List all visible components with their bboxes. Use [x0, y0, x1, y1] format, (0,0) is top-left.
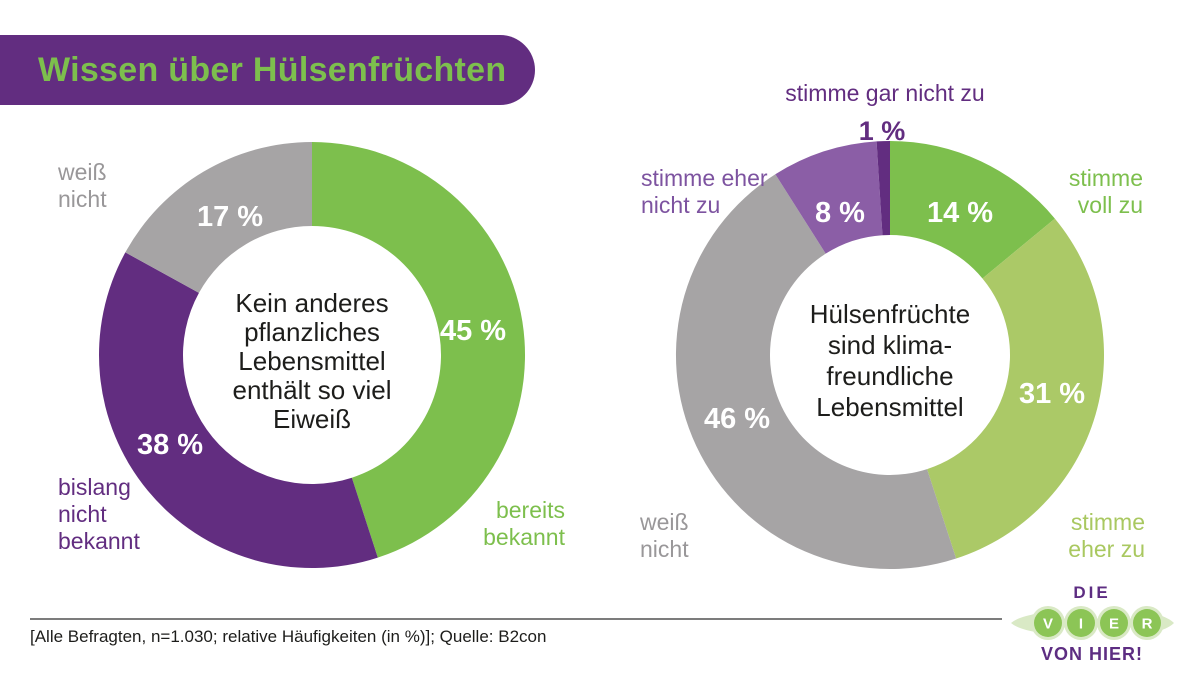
donut-center-statement: Kein anderes pflanzliches Lebensmittel e… — [232, 288, 392, 434]
logo-letter: I — [1079, 616, 1083, 633]
footer-divider — [30, 618, 1002, 620]
segment-value-bislang-nicht-bekannt: 38 % — [136, 429, 204, 461]
donut-segment-wei-nicht — [125, 142, 312, 293]
segment-value-stimme-gar-nicht-zu: 1 % — [858, 116, 906, 146]
donut-segment-bereits-bekannt — [312, 142, 526, 558]
segment-value-stimme-eher-zu: 31 % — [1018, 378, 1086, 410]
donut-svg-climate — [675, 141, 1105, 570]
pea-pod-icon: V I E R — [1011, 606, 1174, 640]
title-banner: Wissen über Hülsenfrüchten — [0, 35, 535, 105]
logo-letter: E — [1109, 616, 1119, 633]
donut-segment-stimme-eher-zu — [927, 218, 1105, 559]
segment-label-stimme-eher-nicht-zu: stimme eher nicht zu — [641, 165, 768, 218]
segment-label-stimme-eher-zu: stimme eher zu — [1068, 509, 1145, 562]
segment-label-stimme-voll-zu: stimme voll zu — [1068, 165, 1143, 218]
segment-label-bereits-bekannt: bereits bekannt — [483, 497, 565, 550]
donut-segment-stimme-voll-zu — [890, 141, 1055, 279]
donut-center-statement: Hülsenfrüchte sind klima- freundliche Le… — [809, 299, 971, 422]
donut-segment-stimme-eher-nicht-zu — [775, 141, 883, 254]
segment-label-bislang-nicht-bekannt: bislang nicht bekannt — [58, 474, 140, 554]
logo-bottom-text: VON HIER! — [1040, 644, 1143, 664]
segment-value-weiss-nicht: 46 % — [703, 403, 771, 435]
segment-label-weiss-nicht: weiß nicht — [640, 509, 689, 562]
brand-logo: DIE V I E R VON HIER! — [1008, 583, 1176, 665]
page-title: Wissen über Hülsenfrüchten — [38, 50, 507, 89]
segment-value-weiss-nicht: 17 % — [196, 201, 264, 233]
logo-letter: V — [1043, 616, 1053, 633]
segment-value-stimme-eher-nicht-zu: 8 % — [815, 197, 865, 229]
pea-circle — [1034, 609, 1062, 637]
segment-label-weiss-nicht: weiß nicht — [58, 159, 107, 212]
donut-segment-wei-nicht — [675, 174, 957, 570]
segment-value-stimme-voll-zu: 14 % — [926, 197, 994, 229]
pea-circle — [1067, 609, 1095, 637]
segment-label-stimme-gar-nicht-zu: stimme gar nicht zu — [785, 80, 985, 106]
logo-letter: R — [1142, 616, 1153, 633]
donut-segment-stimme-gar-nicht-zu — [876, 141, 890, 236]
segment-value-bereits-bekannt: 45 % — [439, 315, 507, 347]
source-note: [Alle Befragten, n=1.030; relative Häufi… — [30, 627, 547, 646]
pea-circle — [1100, 609, 1128, 637]
logo-top-text: DIE — [1073, 583, 1111, 602]
donut-svg-protein — [99, 142, 526, 569]
pea-circle — [1133, 609, 1161, 637]
donut-segment-bislang-nicht-bekannt — [99, 252, 378, 569]
